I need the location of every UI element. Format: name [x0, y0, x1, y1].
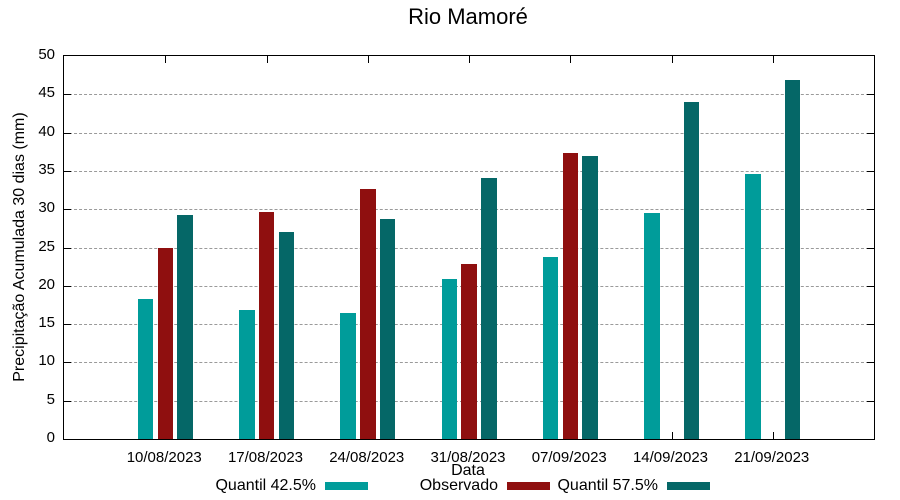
legend-item: Observado [420, 477, 550, 494]
y-tick-mark-left [64, 132, 71, 134]
x-tick-label: 17/08/2023 [227, 449, 304, 466]
y-tick-mark-left [64, 285, 71, 287]
y-tick-mark-right [867, 400, 874, 402]
bar-observado [360, 189, 376, 439]
x-axis-label: Data [451, 462, 485, 479]
bar-quantil-57.5- [683, 101, 699, 439]
y-tick-label: 5 [46, 390, 55, 408]
plot-area [63, 55, 875, 440]
legend-label: Observado [419, 477, 498, 494]
y-tick-mark-right [867, 132, 874, 134]
x-tick-label: 14/09/2023 [632, 449, 709, 466]
y-tick-label: 50 [38, 46, 55, 63]
bar-observado [157, 248, 173, 439]
y-tick-label: 25 [38, 237, 55, 255]
x-tick-label: 31/08/2023 [430, 449, 506, 466]
x-tick-mark-top [469, 56, 470, 63]
legend-swatch [667, 481, 710, 490]
bar-observado [461, 263, 477, 439]
x-tick-mark-top [772, 56, 774, 63]
bar-quantil-57.5- [481, 177, 497, 439]
x-tick-label: 07/09/2023 [531, 449, 607, 466]
legend-swatch [325, 481, 368, 490]
y-tick-mark-left [64, 170, 71, 172]
y-tick-label: 0 [46, 429, 55, 446]
bar-quantil-42.5- [441, 278, 457, 439]
gridline [64, 132, 874, 134]
x-tick-label: 10/08/2023 [126, 449, 202, 466]
y-tick-mark-right [867, 285, 874, 287]
y-tick-mark-right [867, 209, 874, 211]
bar-quantil-57.5- [784, 79, 801, 439]
y-tick-mark-left [64, 209, 71, 211]
y-tick-mark-left [64, 362, 71, 364]
x-tick-mark-top [165, 56, 167, 63]
y-tick-label: 20 [38, 275, 55, 293]
gridline [64, 247, 874, 249]
y-tick-mark-right [867, 170, 874, 172]
y-tick-label: 35 [38, 160, 55, 178]
bar-observado [258, 211, 275, 439]
y-tick-mark-right [867, 94, 874, 96]
y-tick-mark-left [64, 324, 71, 326]
legend-swatch [507, 481, 550, 490]
gridline [64, 209, 874, 211]
y-tick-label: 15 [38, 314, 55, 332]
legend-label: Quantil 57.5% [557, 477, 658, 494]
bar-quantil-42.5- [542, 257, 559, 439]
bar-observado [562, 152, 578, 439]
x-tick-mark-bottom [772, 432, 774, 439]
x-tick-mark-top [266, 56, 268, 63]
bar-quantil-42.5- [745, 173, 761, 439]
bar-quantil-57.5- [379, 219, 396, 439]
y-tick-mark-right [867, 362, 874, 364]
bar-quantil-42.5- [644, 213, 660, 439]
x-tick-mark-top [367, 56, 369, 63]
y-tick-mark-left [64, 400, 71, 402]
chart-title: Rio Mamoré [408, 4, 528, 29]
y-tick-mark-left [64, 247, 71, 249]
bar-quantil-42.5- [137, 298, 154, 439]
y-tick-label: 30 [38, 199, 55, 217]
y-tick-label: 45 [38, 84, 55, 102]
x-tick-label: 24/08/2023 [329, 449, 405, 466]
y-tick-mark-right [867, 324, 874, 326]
gridline [64, 94, 874, 96]
bar-quantil-42.5- [239, 309, 255, 439]
bar-quantil-57.5- [278, 232, 294, 439]
gridline [64, 170, 874, 172]
bar-quantil-57.5- [177, 215, 193, 439]
y-tick-label: 10 [38, 352, 55, 370]
bar-quantil-57.5- [582, 155, 598, 439]
legend-item: Quantil 42.5% [215, 477, 368, 494]
x-tick-label: 21/09/2023 [734, 449, 810, 466]
y-tick-mark-right [867, 247, 874, 249]
y-tick-label: 40 [38, 122, 55, 140]
x-tick-mark-bottom [671, 432, 673, 439]
legend-item: Quantil 57.5% [557, 477, 710, 494]
legend-label: Quantil 42.5% [215, 477, 316, 494]
bar-quantil-42.5- [340, 313, 356, 439]
x-tick-mark-top [671, 56, 673, 63]
y-tick-mark-left [64, 94, 71, 96]
x-tick-mark-top [570, 56, 572, 63]
